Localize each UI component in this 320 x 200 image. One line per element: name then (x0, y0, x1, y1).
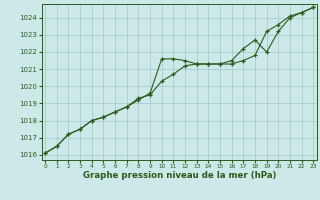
X-axis label: Graphe pression niveau de la mer (hPa): Graphe pression niveau de la mer (hPa) (83, 171, 276, 180)
